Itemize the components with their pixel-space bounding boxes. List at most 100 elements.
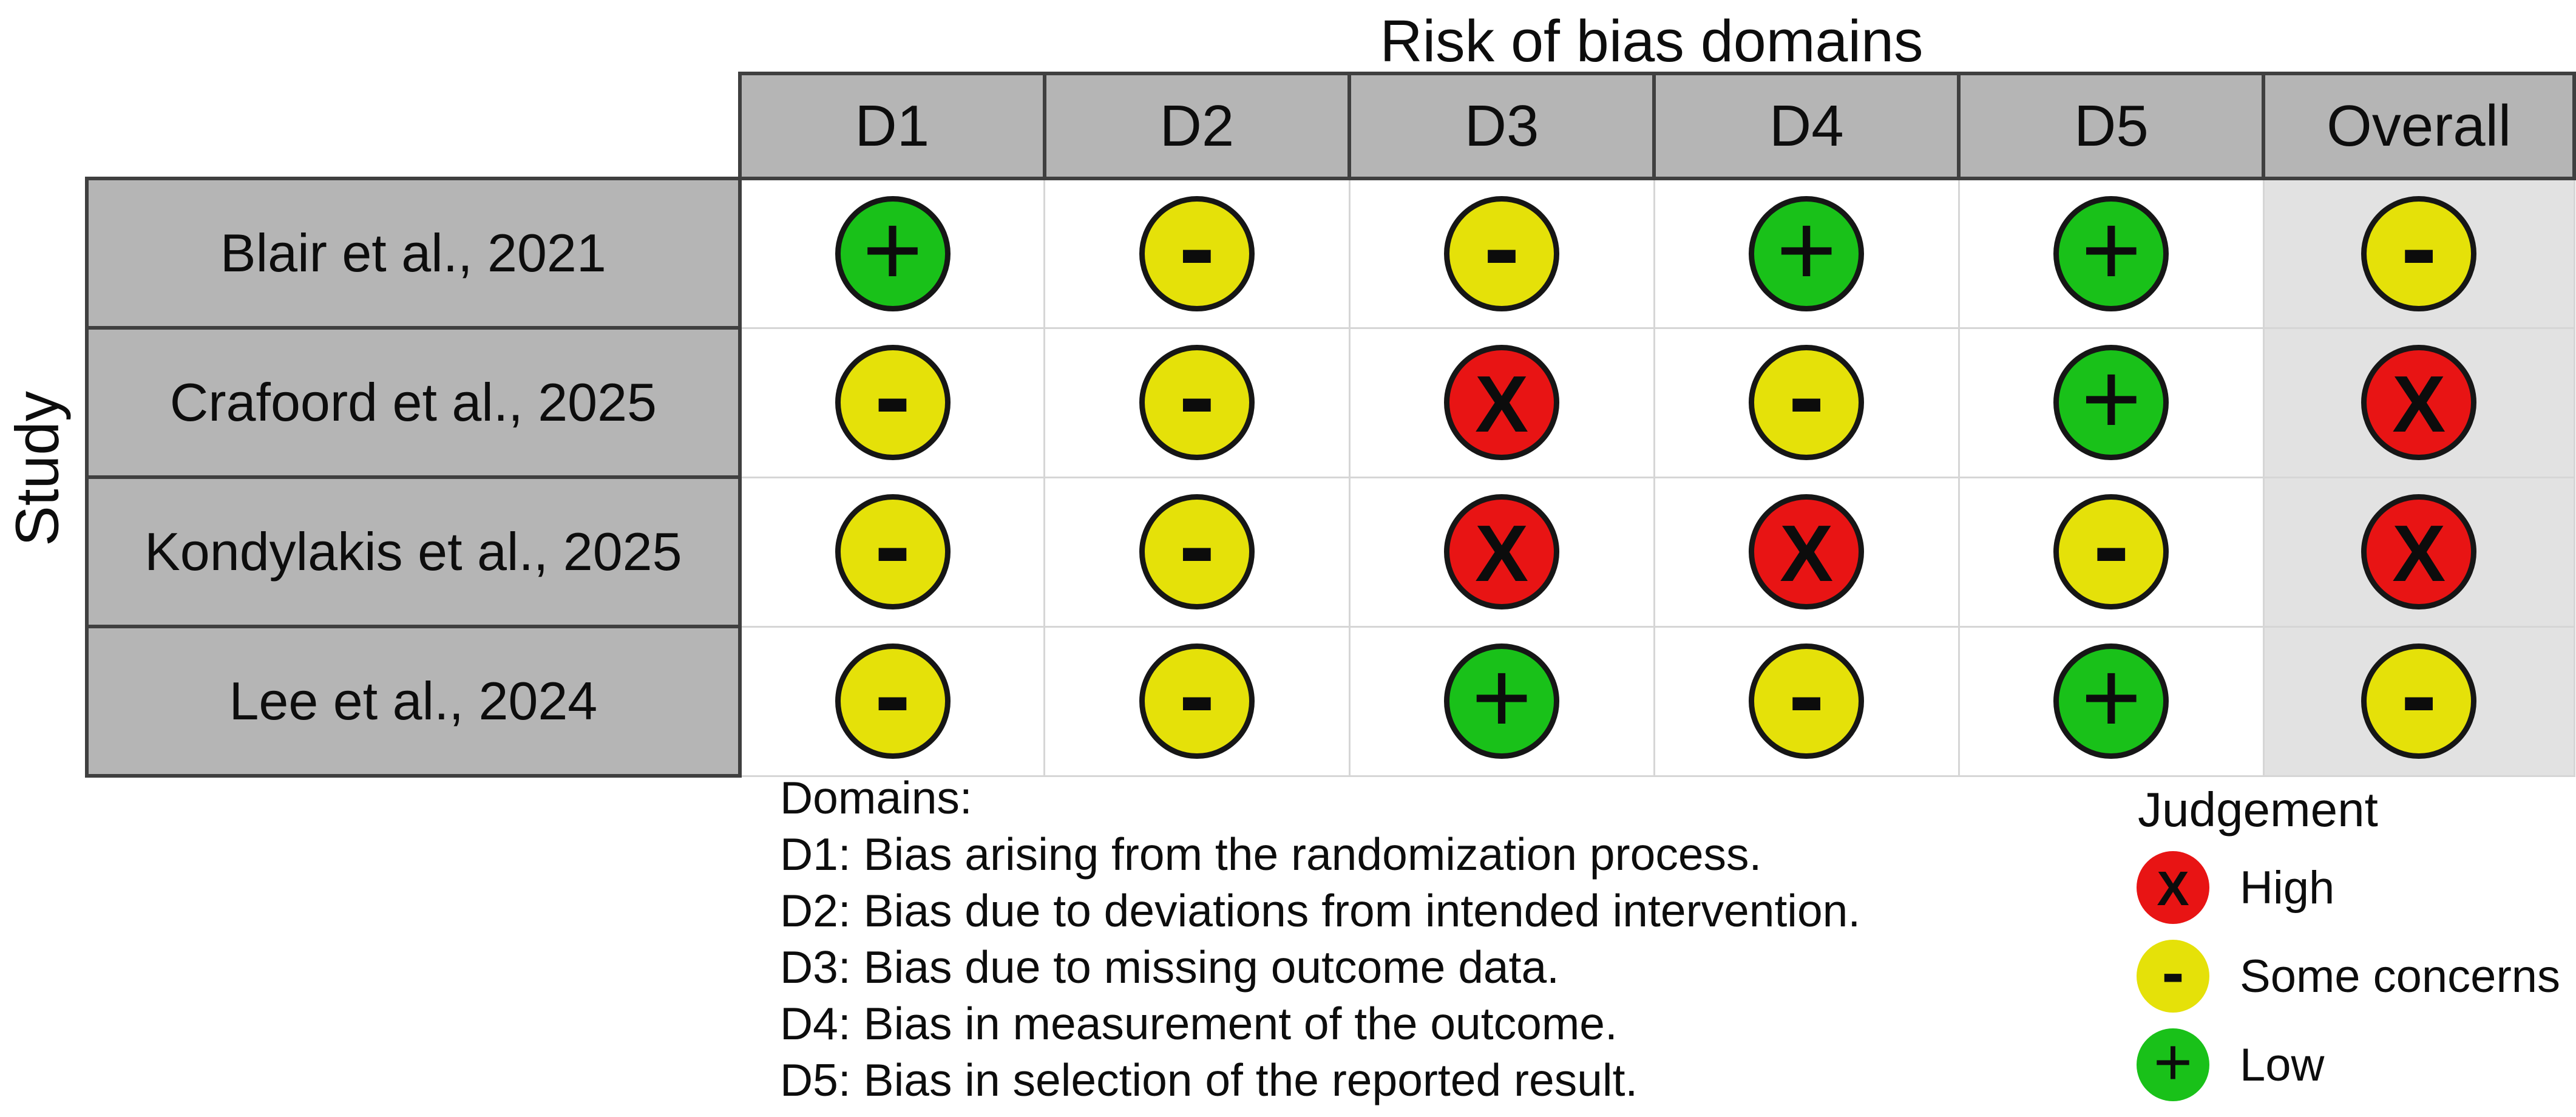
- judgement-cell-overall: -: [2262, 625, 2575, 777]
- legend-high-icon: X: [2137, 851, 2209, 924]
- domain-header-d2: D2: [1042, 72, 1352, 180]
- legend-low-icon: +: [2137, 1028, 2209, 1101]
- judgement-circle: X: [1749, 494, 1865, 609]
- judgement-symbol: +: [2081, 341, 2141, 457]
- judgement-symbol: X: [1475, 509, 1529, 598]
- domain-header-row: D1 D2 D3 D4 D5 Overall: [87, 72, 2576, 180]
- judgement-cell: X: [1348, 327, 1655, 478]
- judgement-circle: +: [2053, 192, 2169, 311]
- judgement-circle: -: [835, 634, 951, 759]
- judgement-cell-overall: -: [2262, 177, 2575, 329]
- study-label: Lee et al., 2024: [85, 625, 742, 778]
- judgement-cell: X: [1348, 476, 1655, 628]
- judgement-symbol: +: [1776, 192, 1837, 308]
- legend-label: Some concerns: [2240, 950, 2561, 1002]
- legend-some-concerns-icon: -: [2137, 934, 2209, 1013]
- judgement-cell: +: [1957, 327, 2265, 478]
- judgement-symbol: -: [874, 634, 911, 756]
- judgement-cell: -: [1043, 327, 1351, 478]
- figure-title: Risk of bias domains: [1380, 8, 1924, 74]
- judgement-circle: +: [2053, 345, 2169, 460]
- judgement-circle: -: [1749, 634, 1865, 759]
- judgement-cell: +: [1957, 177, 2265, 329]
- legend-label: Low: [2240, 1039, 2325, 1091]
- judgement-circle: -: [835, 335, 951, 460]
- domain-note-d1: D1: Bias arising from the randomization …: [780, 829, 1762, 880]
- judgement-symbol: +: [2081, 192, 2141, 308]
- table-row: Crafoord et al., 2025 - - X - + X: [85, 326, 2575, 479]
- judgement-symbol: X: [2392, 509, 2446, 598]
- domain-header-d1: D1: [737, 72, 1046, 180]
- domains-footnote-heading: Domains:: [780, 772, 972, 823]
- judgement-legend: Judgement X High - Some concerns + Low: [2137, 782, 2560, 1117]
- judgement-symbol: -: [1483, 186, 1520, 308]
- judgement-circle: -: [1749, 335, 1865, 460]
- judgement-symbol: +: [2081, 640, 2141, 755]
- judgement-cell: -: [739, 625, 1046, 777]
- judgement-symbol: -: [874, 484, 911, 606]
- judgement-cell: -: [1653, 625, 1960, 777]
- judgement-cell: -: [739, 476, 1046, 628]
- domain-header-d4: D4: [1652, 72, 1961, 180]
- legend-item-some-concerns: - Some concerns: [2137, 934, 2561, 1013]
- judgement-symbol: -: [1178, 186, 1215, 308]
- domain-note-d3: D3: Bias due to missing outcome data.: [780, 942, 1560, 993]
- judgement-cell-overall: X: [2262, 327, 2575, 478]
- judgement-symbol: -: [2401, 634, 2438, 756]
- judgement-cell: X: [1653, 476, 1960, 628]
- judgement-symbol: -: [1788, 335, 1825, 457]
- domain-note-d2: D2: Bias due to deviations from intended…: [780, 885, 1861, 936]
- legend-item-high: X High: [2137, 851, 2560, 924]
- judgement-symbol: -: [1788, 634, 1825, 756]
- judgement-circle: -: [1139, 484, 1255, 609]
- domain-header-d3: D3: [1347, 72, 1656, 180]
- judgement-circle: -: [835, 484, 951, 609]
- table-row: Kondylakis et al., 2025 - - X X - X: [85, 475, 2575, 628]
- legend-title: Judgement: [2138, 783, 2378, 837]
- domains-footnote: Domains: D1: Bias arising from the rando…: [780, 770, 1860, 1109]
- judgement-symbol: -: [1178, 634, 1215, 756]
- judgement-symbol: X: [2157, 861, 2189, 915]
- judgement-symbol: -: [1178, 484, 1215, 606]
- legend-label: High: [2240, 861, 2335, 914]
- judgement-circle: -: [2361, 192, 2477, 311]
- domain-header-d5: D5: [1957, 72, 2266, 180]
- judgement-circle: -: [1139, 634, 1255, 759]
- judgement-circle: -: [1139, 335, 1255, 460]
- judgement-cell: +: [1957, 625, 2265, 777]
- judgement-symbol: +: [2153, 1025, 2193, 1099]
- domain-header-overall: Overall: [2262, 72, 2576, 180]
- judgement-cell: +: [1653, 177, 1960, 329]
- judgement-cell: -: [1653, 327, 1960, 478]
- judgement-circle: +: [1749, 192, 1865, 311]
- judgement-circle: -: [2053, 491, 2169, 609]
- judgement-cell: +: [739, 177, 1046, 329]
- judgement-cell: -: [1043, 625, 1351, 777]
- judgement-symbol: X: [1475, 359, 1529, 449]
- judgement-circle: X: [2361, 345, 2477, 460]
- judgement-circle: X: [1444, 494, 1560, 609]
- y-axis-label-study: Study: [3, 391, 72, 546]
- judgement-circle: X: [2361, 494, 2477, 609]
- domain-note-d5: D5: Bias in selection of the reported re…: [780, 1054, 1638, 1105]
- table-row: Blair et al., 2021 + - - + + -: [85, 177, 2575, 330]
- study-label: Crafoord et al., 2025: [85, 326, 742, 479]
- judgement-circle: -: [2361, 634, 2477, 759]
- judgement-symbol: -: [1178, 335, 1215, 457]
- judgement-symbol: -: [874, 335, 911, 457]
- study-label: Kondylakis et al., 2025: [85, 475, 742, 628]
- judgement-cell: -: [1348, 177, 1655, 329]
- judgement-symbol: -: [2161, 934, 2185, 1010]
- judgement-symbol: +: [862, 192, 923, 308]
- judgement-cell: -: [1043, 177, 1351, 329]
- legend-item-low: + Low: [2137, 1028, 2560, 1101]
- risk-of-bias-table: D1 D2 D3 D4 D5 Overall Blair et al., 202…: [85, 72, 2576, 778]
- corner-cell: [87, 73, 740, 178]
- judgement-cell: -: [739, 327, 1046, 478]
- judgement-symbol: X: [2392, 359, 2446, 449]
- judgement-cell: -: [1957, 476, 2265, 628]
- judgement-circle: -: [1139, 186, 1255, 311]
- judgement-circle: +: [835, 192, 951, 311]
- judgement-circle: +: [1444, 643, 1560, 759]
